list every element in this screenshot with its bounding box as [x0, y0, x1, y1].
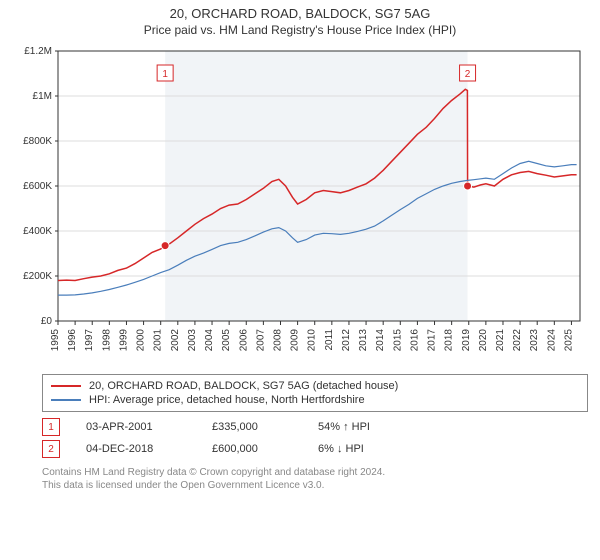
- svg-text:2014: 2014: [375, 329, 386, 352]
- annotation-delta: 54% ↑ HPI: [318, 421, 370, 433]
- legend-row: HPI: Average price, detached house, Nort…: [51, 393, 579, 407]
- svg-text:2: 2: [465, 69, 471, 80]
- svg-text:2021: 2021: [495, 329, 506, 352]
- svg-text:£400K: £400K: [23, 226, 52, 237]
- footer-attribution: Contains HM Land Registry data © Crown c…: [42, 466, 588, 492]
- legend-row: 20, ORCHARD ROAD, BALDOCK, SG7 5AG (deta…: [51, 379, 579, 393]
- svg-text:2017: 2017: [427, 329, 438, 352]
- svg-text:£0: £0: [41, 316, 53, 327]
- svg-text:2018: 2018: [444, 329, 455, 352]
- svg-text:2019: 2019: [461, 329, 472, 352]
- footer-line-1: Contains HM Land Registry data © Crown c…: [42, 466, 588, 479]
- legend-box: 20, ORCHARD ROAD, BALDOCK, SG7 5AG (deta…: [42, 374, 588, 412]
- sale-annotations-table: 1 03-APR-2001 £335,000 54% ↑ HPI 2 04-DEC-201…: [42, 416, 588, 460]
- svg-text:2024: 2024: [546, 329, 557, 352]
- footer-line-2: This data is licensed under the Open Gov…: [42, 479, 588, 492]
- annotation-price: £335,000: [212, 421, 292, 433]
- page-subtitle: Price paid vs. HM Land Registry's House …: [0, 23, 600, 37]
- svg-text:1996: 1996: [67, 329, 78, 352]
- svg-text:£800K: £800K: [23, 136, 52, 147]
- annotation-delta: 6% ↓ HPI: [318, 443, 364, 455]
- svg-text:2006: 2006: [238, 329, 249, 352]
- svg-text:1: 1: [162, 69, 168, 80]
- svg-text:1998: 1998: [101, 329, 112, 352]
- svg-text:2023: 2023: [529, 329, 540, 352]
- svg-text:2016: 2016: [409, 329, 420, 352]
- svg-text:2013: 2013: [358, 329, 369, 352]
- svg-text:2015: 2015: [392, 329, 403, 352]
- annotation-price: £600,000: [212, 443, 292, 455]
- svg-text:£1M: £1M: [33, 91, 52, 102]
- svg-text:2000: 2000: [136, 329, 147, 352]
- svg-text:2010: 2010: [307, 329, 318, 352]
- price-chart: £0 £200K £400K £600K £800K £1M £1.2M 1995 1996 19…: [12, 45, 588, 368]
- svg-text:2002: 2002: [170, 329, 181, 352]
- legend-swatch: [51, 399, 81, 401]
- svg-text:2025: 2025: [563, 329, 574, 352]
- sale-annotation-row: 2 04-DEC-2018 £600,000 6% ↓ HPI: [42, 438, 588, 460]
- legend-label: 20, ORCHARD ROAD, BALDOCK, SG7 5AG (deta…: [89, 380, 398, 392]
- svg-text:2001: 2001: [153, 329, 164, 352]
- annotation-badge: 1: [42, 418, 60, 436]
- svg-text:2011: 2011: [324, 329, 335, 351]
- page-title: 20, ORCHARD ROAD, BALDOCK, SG7 5AG: [0, 6, 600, 21]
- svg-text:2012: 2012: [341, 329, 352, 352]
- annotation-date: 03-APR-2001: [86, 421, 186, 433]
- svg-text:2007: 2007: [255, 329, 266, 352]
- annotation-badge: 2: [42, 440, 60, 458]
- svg-text:1999: 1999: [118, 329, 129, 352]
- svg-text:2009: 2009: [290, 329, 301, 352]
- svg-text:2022: 2022: [512, 329, 523, 352]
- svg-text:£600K: £600K: [23, 181, 52, 192]
- svg-text:£1.2M: £1.2M: [24, 46, 52, 57]
- svg-text:2003: 2003: [187, 329, 198, 352]
- annotation-date: 04-DEC-2018: [86, 443, 186, 455]
- svg-text:2008: 2008: [272, 329, 283, 352]
- svg-text:2020: 2020: [478, 329, 489, 352]
- legend-label: HPI: Average price, detached house, Nort…: [89, 394, 365, 406]
- svg-text:£200K: £200K: [23, 271, 52, 282]
- svg-text:1997: 1997: [84, 329, 95, 352]
- sale-annotation-row: 1 03-APR-2001 £335,000 54% ↑ HPI: [42, 416, 588, 438]
- svg-text:2005: 2005: [221, 329, 232, 352]
- svg-text:2004: 2004: [204, 329, 215, 352]
- legend-swatch: [51, 385, 81, 387]
- svg-text:1995: 1995: [50, 329, 61, 352]
